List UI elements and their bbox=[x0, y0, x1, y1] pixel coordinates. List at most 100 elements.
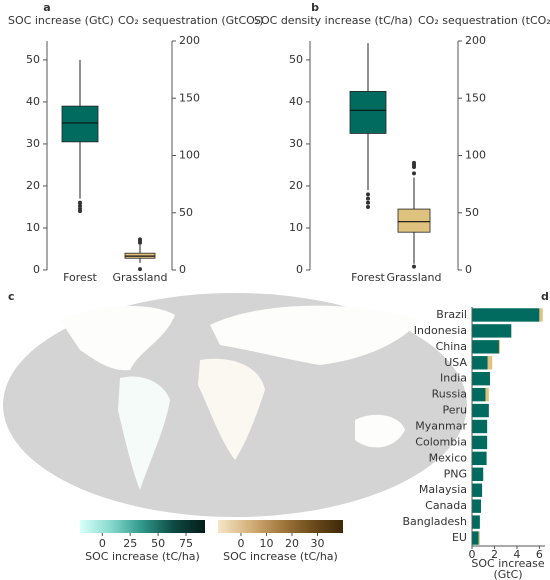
colorbar-tick-label: 25 bbox=[123, 537, 137, 550]
y-axis-label: SOC increase (GtC) bbox=[8, 14, 114, 27]
bar bbox=[472, 324, 512, 338]
bar bbox=[487, 356, 493, 370]
world-map bbox=[3, 293, 467, 517]
eurasia bbox=[210, 305, 420, 365]
y2-axis-label: CO₂ sequestration (GtCO₂) bbox=[118, 14, 264, 27]
bar bbox=[539, 308, 543, 322]
bar bbox=[472, 356, 488, 370]
x-tick-label: 2 bbox=[491, 548, 498, 561]
y2-tick-label: 0 bbox=[179, 263, 186, 276]
y-tick-label: Mexico bbox=[429, 451, 468, 464]
y-tick-label: 10 bbox=[289, 221, 303, 234]
x-tick-label: Forest bbox=[63, 271, 97, 284]
box bbox=[349, 91, 387, 134]
panel-label: d bbox=[541, 290, 549, 303]
colorbar bbox=[80, 520, 205, 533]
y-tick-label: Malaysia bbox=[419, 483, 467, 496]
bar bbox=[472, 499, 481, 513]
x-axis-label: SOC increase (GtC) bbox=[471, 557, 545, 580]
y2-tick-label: 100 bbox=[465, 149, 486, 162]
y-tick-label: 20 bbox=[289, 179, 303, 192]
y-tick-label: 0 bbox=[296, 263, 303, 276]
south-america bbox=[118, 376, 170, 490]
x-tick-label: Grassland bbox=[113, 271, 168, 284]
bar bbox=[472, 531, 479, 545]
australia bbox=[355, 414, 405, 448]
x-tick-label: Grassland bbox=[387, 271, 442, 284]
bar bbox=[472, 308, 540, 322]
bar bbox=[472, 451, 487, 466]
y2-tick-label: 200 bbox=[465, 34, 486, 47]
bar bbox=[472, 419, 488, 434]
north-america bbox=[60, 305, 175, 371]
y2-tick-label: 50 bbox=[465, 206, 479, 219]
bar bbox=[472, 403, 489, 418]
outlier bbox=[78, 200, 82, 205]
y-tick-label: Russia bbox=[432, 388, 467, 401]
bar bbox=[472, 372, 490, 386]
y-tick-label: 40 bbox=[26, 95, 40, 108]
y-tick-label: Indonesia bbox=[414, 324, 467, 337]
y2-tick-label: 0 bbox=[465, 263, 472, 276]
panel-label: b bbox=[311, 1, 319, 14]
y-tick-label: Colombia bbox=[415, 435, 467, 448]
y-tick-label: EU bbox=[452, 531, 467, 544]
y2-axis-label: CO₂ sequestration (tCO₂/ha) bbox=[418, 14, 550, 27]
outlier bbox=[412, 264, 416, 269]
x-tick-label: 6 bbox=[536, 548, 543, 561]
y-tick-label: India bbox=[440, 372, 467, 385]
bar bbox=[478, 531, 480, 545]
y2-tick-label: 200 bbox=[179, 34, 200, 47]
colorbar-tick-label: 0 bbox=[99, 537, 106, 550]
panel-label: a bbox=[43, 1, 50, 14]
outlier bbox=[138, 267, 142, 272]
x-tick-label: 0 bbox=[469, 548, 476, 561]
colorbar-tick-label: 0 bbox=[237, 537, 244, 550]
africa bbox=[198, 358, 265, 460]
y-tick-label: 10 bbox=[26, 221, 40, 234]
y-tick-label: 20 bbox=[26, 179, 40, 192]
box bbox=[397, 208, 431, 233]
colorbar-label: SOC increase (tC/ha) bbox=[85, 550, 200, 563]
outlier bbox=[78, 203, 82, 208]
colorbar-tick-label: 20 bbox=[285, 537, 299, 550]
colorbar-tick-label: 10 bbox=[259, 537, 273, 550]
bar bbox=[472, 387, 486, 402]
outlier bbox=[412, 171, 416, 176]
outlier bbox=[366, 200, 370, 205]
outlier bbox=[138, 237, 142, 242]
colorbar-tick-label: 50 bbox=[151, 537, 165, 550]
outlier bbox=[366, 196, 370, 201]
bar bbox=[472, 515, 480, 529]
y-tick-label: 30 bbox=[289, 137, 303, 150]
y-tick-label: Brazil bbox=[436, 308, 467, 321]
y-tick-label: 50 bbox=[289, 53, 303, 66]
y-tick-label: 40 bbox=[289, 95, 303, 108]
x-tick-label: 4 bbox=[513, 548, 520, 561]
y-axis-label: SOC density increase (tC/ha) bbox=[254, 14, 413, 27]
bar bbox=[498, 340, 501, 354]
colorbar-label: SOC increase (tC/ha) bbox=[223, 550, 338, 563]
y-tick-label: Bangladesh bbox=[403, 515, 468, 528]
colorbar-tick-label: 30 bbox=[310, 537, 324, 550]
panel-label: c bbox=[8, 290, 15, 303]
y-tick-label: USA bbox=[444, 356, 467, 369]
y-tick-label: Myanmar bbox=[415, 420, 467, 433]
bar bbox=[472, 435, 488, 450]
outlier bbox=[366, 192, 370, 197]
box bbox=[61, 105, 99, 143]
y2-tick-label: 150 bbox=[465, 91, 486, 104]
y-tick-label: 30 bbox=[26, 137, 40, 150]
outlier bbox=[78, 209, 82, 214]
y-tick-label: PNG bbox=[444, 467, 467, 480]
colorbar-tick-label: 75 bbox=[179, 537, 193, 550]
y-tick-label: 50 bbox=[26, 53, 40, 66]
outlier bbox=[366, 204, 370, 209]
outlier bbox=[412, 160, 416, 165]
x-tick-label: Forest bbox=[351, 271, 385, 284]
bar bbox=[472, 467, 484, 481]
colorbar bbox=[218, 520, 343, 533]
y-tick-label: China bbox=[436, 340, 467, 353]
